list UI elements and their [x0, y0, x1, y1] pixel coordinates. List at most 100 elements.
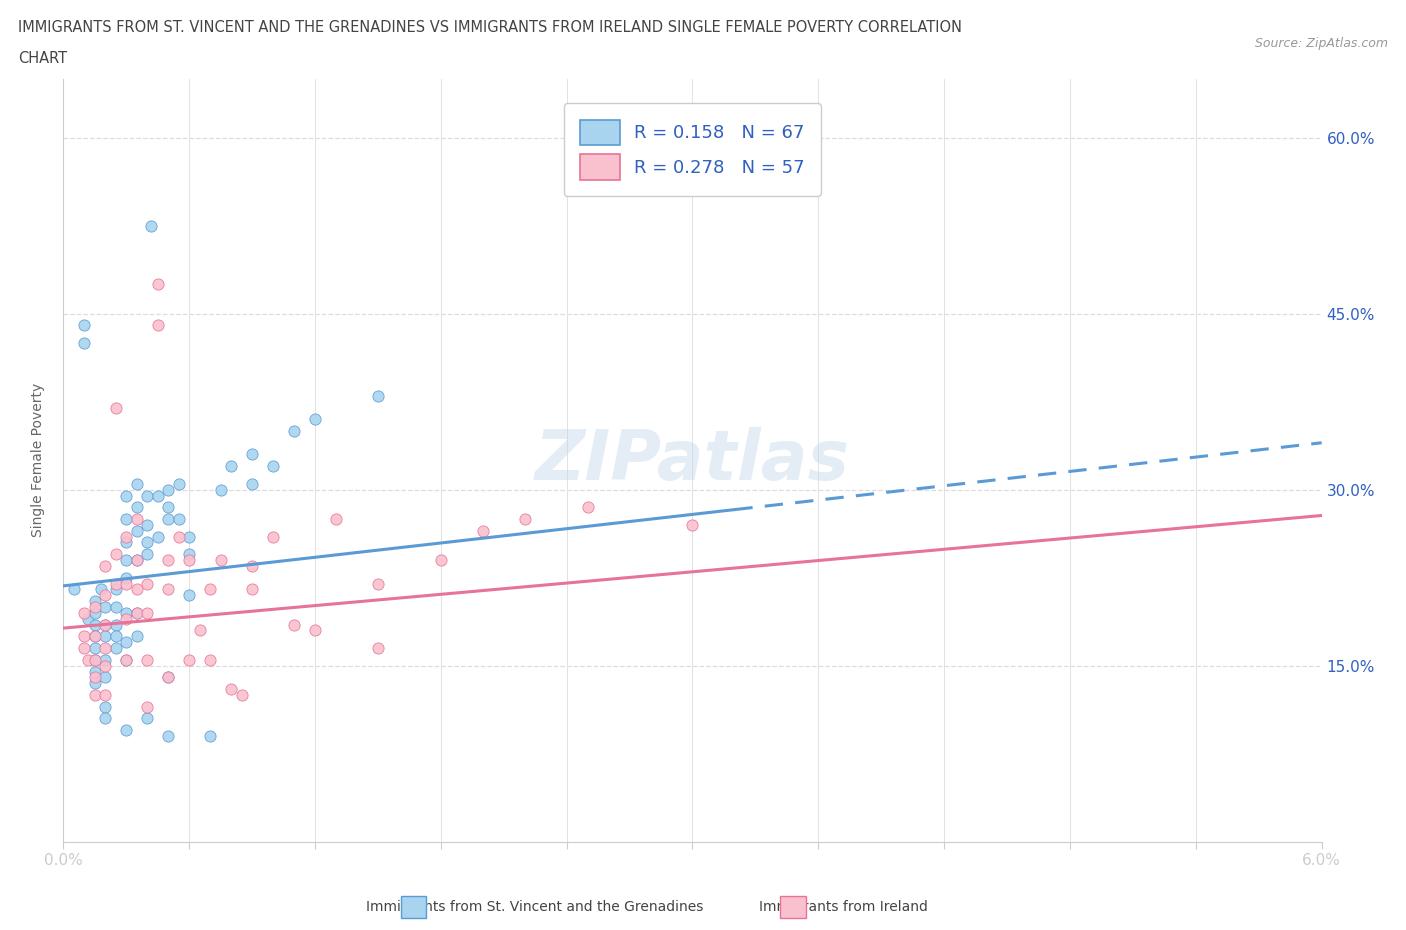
Point: [198, 652, 221, 667]
Point: [115, 529, 138, 544]
Point: [179, 547, 201, 562]
Point: [73, 318, 96, 333]
Point: [73, 336, 96, 351]
Text: Immigrants from St. Vincent and the Grenadines: Immigrants from St. Vincent and the Gren…: [366, 899, 703, 914]
Point: [73, 641, 96, 656]
Text: ZIPatlas: ZIPatlas: [534, 427, 851, 494]
Point: [146, 277, 169, 292]
Point: [73, 605, 96, 620]
Point: [94, 600, 117, 615]
Point: [115, 535, 138, 550]
Point: [167, 512, 190, 526]
Point: [136, 547, 159, 562]
Point: [115, 512, 138, 526]
Point: [146, 529, 169, 544]
Point: [125, 605, 148, 620]
Point: [179, 588, 201, 603]
Text: IMMIGRANTS FROM ST. VINCENT AND THE GRENADINES VS IMMIGRANTS FROM IRELAND SINGLE: IMMIGRANTS FROM ST. VINCENT AND THE GREN…: [18, 20, 962, 35]
Point: [179, 529, 201, 544]
Point: [83, 652, 105, 667]
Point: [304, 623, 326, 638]
Point: [219, 682, 242, 697]
Point: [157, 512, 180, 526]
Point: [157, 483, 180, 498]
Point: [198, 728, 221, 743]
Point: [83, 600, 105, 615]
Point: [136, 517, 159, 532]
Point: [219, 458, 242, 473]
Point: [115, 605, 138, 620]
Point: [94, 670, 117, 684]
Point: [471, 524, 494, 538]
Point: [209, 552, 232, 567]
Point: [136, 488, 159, 503]
Point: [94, 559, 117, 574]
Point: [141, 219, 163, 233]
Point: [367, 641, 389, 656]
Point: [77, 652, 100, 667]
Point: [125, 499, 148, 514]
Point: [104, 629, 127, 644]
Point: [115, 652, 138, 667]
Point: [125, 524, 148, 538]
Text: CHART: CHART: [18, 51, 67, 66]
Point: [104, 618, 127, 632]
Point: [83, 664, 105, 679]
Point: [104, 400, 127, 415]
Point: [94, 687, 117, 702]
Point: [94, 618, 117, 632]
Point: [136, 576, 159, 591]
Point: [240, 447, 263, 462]
Point: [136, 605, 159, 620]
Point: [283, 423, 305, 438]
Point: [83, 641, 105, 656]
Point: [94, 699, 117, 714]
Text: Source: ZipAtlas.com: Source: ZipAtlas.com: [1254, 37, 1388, 50]
Point: [157, 552, 180, 567]
Point: [146, 318, 169, 333]
Point: [94, 711, 117, 726]
Point: [136, 699, 159, 714]
Point: [262, 529, 284, 544]
Point: [62, 582, 84, 597]
Point: [115, 552, 138, 567]
Point: [231, 687, 253, 702]
Point: [179, 552, 201, 567]
Point: [115, 611, 138, 626]
Point: [167, 529, 190, 544]
Point: [125, 605, 148, 620]
Legend: R = 0.158   N = 67, R = 0.278   N = 57: R = 0.158 N = 67, R = 0.278 N = 57: [564, 103, 821, 196]
Text: Immigrants from Ireland: Immigrants from Ireland: [759, 899, 928, 914]
Point: [104, 600, 127, 615]
Point: [157, 728, 180, 743]
Point: [83, 593, 105, 608]
Point: [94, 641, 117, 656]
Point: [367, 389, 389, 404]
Point: [125, 552, 148, 567]
Point: [125, 582, 148, 597]
Point: [104, 547, 127, 562]
Point: [240, 476, 263, 491]
Point: [83, 670, 105, 684]
Point: [125, 552, 148, 567]
Point: [367, 576, 389, 591]
Point: [209, 483, 232, 498]
Point: [125, 629, 148, 644]
Point: [157, 670, 180, 684]
Point: [83, 687, 105, 702]
Point: [157, 670, 180, 684]
Point: [83, 629, 105, 644]
Point: [125, 476, 148, 491]
Point: [188, 623, 211, 638]
Point: [167, 476, 190, 491]
Point: [73, 629, 96, 644]
Point: [83, 652, 105, 667]
Point: [198, 582, 221, 597]
Point: [430, 552, 453, 567]
Point: [115, 635, 138, 650]
Point: [94, 658, 117, 673]
Point: [325, 512, 347, 526]
Point: [136, 711, 159, 726]
Point: [94, 588, 117, 603]
Point: [90, 582, 112, 597]
